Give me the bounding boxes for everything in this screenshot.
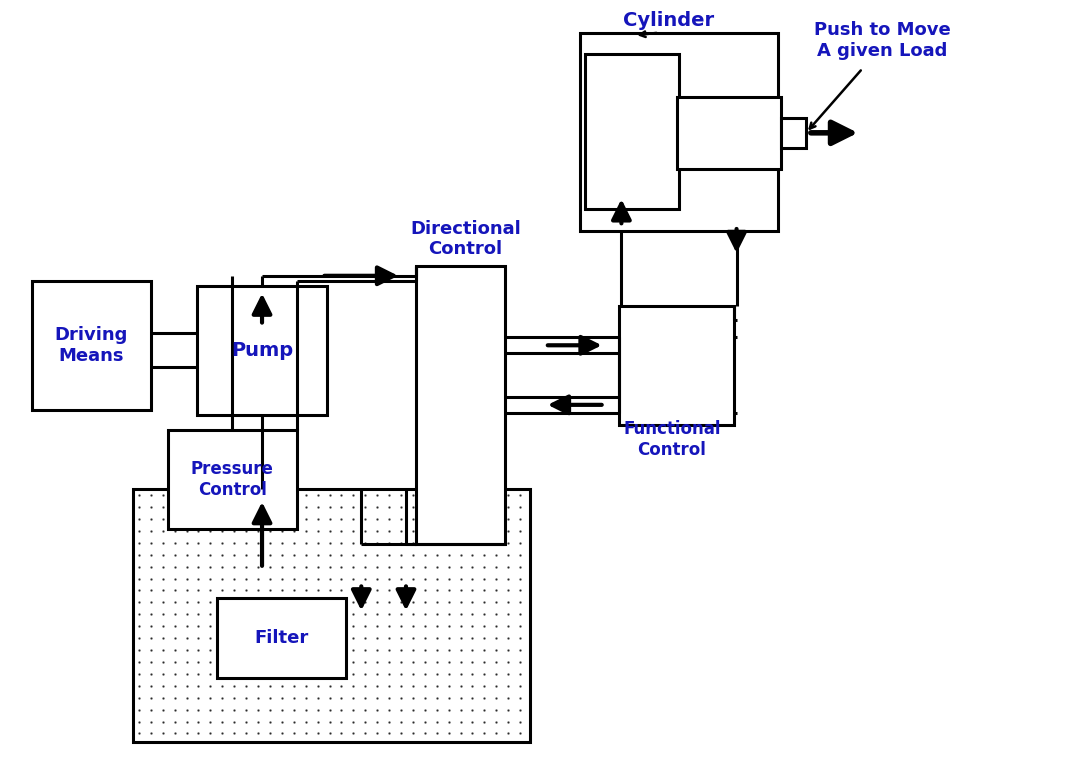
Text: Filter: Filter xyxy=(255,629,309,647)
Bar xyxy=(217,598,347,678)
Bar xyxy=(416,266,505,544)
Text: Pump: Pump xyxy=(231,341,293,360)
Text: Push to Move
A given Load: Push to Move A given Load xyxy=(814,21,950,60)
Bar xyxy=(167,430,297,529)
Bar xyxy=(31,281,151,410)
Bar xyxy=(781,118,806,148)
Bar xyxy=(677,97,781,169)
Text: Cylinder: Cylinder xyxy=(623,12,715,30)
Bar xyxy=(580,32,779,231)
Text: Driving
Means: Driving Means xyxy=(55,326,127,364)
Bar xyxy=(584,54,679,209)
Text: Directional
Control: Directional Control xyxy=(410,219,521,258)
Bar xyxy=(133,489,530,742)
Bar xyxy=(620,305,733,425)
Text: Functional
Control: Functional Control xyxy=(623,420,720,459)
Text: Pressure
Control: Pressure Control xyxy=(191,460,273,499)
Bar xyxy=(198,286,326,415)
